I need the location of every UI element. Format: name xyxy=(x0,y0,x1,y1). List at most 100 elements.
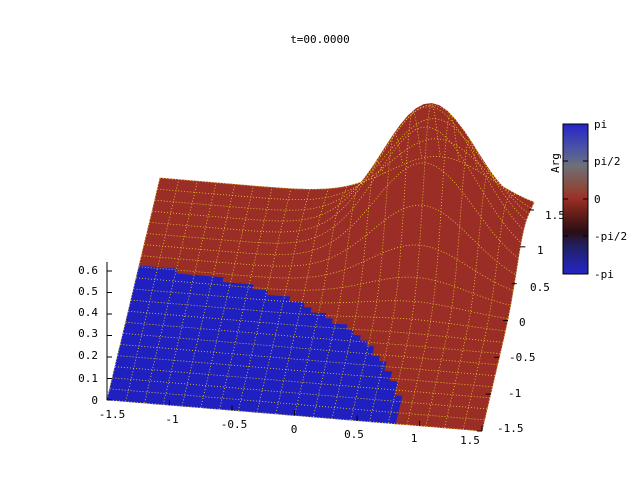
surface-cell xyxy=(399,281,410,293)
surface-cell xyxy=(383,281,394,293)
surface-cell xyxy=(263,270,274,277)
surface-cell xyxy=(380,307,391,316)
mesh-line xyxy=(312,180,366,418)
surface-cell xyxy=(288,197,299,203)
z-tick-label: 0.1 xyxy=(78,372,98,385)
colorbar-tick-label: pi/2 xyxy=(594,155,621,168)
x-tick-label: 0.5 xyxy=(344,428,364,441)
surface-cell xyxy=(287,201,298,207)
y-tick-label: 0 xyxy=(519,316,526,329)
surface-cell xyxy=(373,346,383,353)
x-tick-label: 1 xyxy=(411,432,418,445)
surface-cell xyxy=(329,328,340,335)
surface-cell xyxy=(401,256,412,271)
surface-cell xyxy=(362,319,373,327)
surface-cell xyxy=(273,261,284,268)
surface-cell xyxy=(395,315,405,323)
y-tick-label: -0.5 xyxy=(509,351,536,364)
surface-cell xyxy=(427,226,437,246)
surface-cell xyxy=(369,325,380,333)
surface-cell xyxy=(271,205,281,212)
surface-cell xyxy=(421,292,432,304)
x-tick-label: -1.5 xyxy=(99,408,126,421)
surface-cell xyxy=(282,256,292,263)
surface-cell xyxy=(262,275,272,282)
surface-cell xyxy=(399,333,410,340)
y-tick-label: 1.5 xyxy=(545,209,565,222)
surface-cell xyxy=(404,308,414,317)
surface-cell xyxy=(400,269,411,283)
surface-cell xyxy=(308,317,318,324)
y-tick-label: -1.5 xyxy=(497,422,524,435)
y-axis: -1.5 -1 -0.5 0 0.5 1 1.5 xyxy=(497,209,565,435)
surface-cell xyxy=(391,281,402,293)
surface-cell xyxy=(245,246,256,253)
surface-cell xyxy=(357,307,367,315)
surface-cell xyxy=(341,308,352,315)
surface-cell xyxy=(247,406,257,413)
mesh-line xyxy=(146,126,522,244)
surface-cell xyxy=(387,314,397,323)
surface-cell xyxy=(269,210,280,216)
x-tick-label: 1.5 xyxy=(460,434,480,447)
surface-cell xyxy=(422,282,433,295)
surface-cell xyxy=(315,279,326,287)
surface-cell xyxy=(418,241,428,259)
surface-cell xyxy=(417,256,427,272)
surface-cell xyxy=(339,318,350,326)
surface-cell xyxy=(276,281,287,288)
surface-cell xyxy=(413,190,424,210)
surface-cell xyxy=(265,196,276,202)
surface-cell xyxy=(331,318,342,325)
surface-cell xyxy=(355,319,365,327)
surface-cell xyxy=(304,297,315,304)
surface-cell xyxy=(309,312,319,319)
mesh-line xyxy=(154,118,530,215)
surface-cell xyxy=(396,348,407,355)
surface-cell xyxy=(384,332,394,339)
surface-cell xyxy=(279,271,289,278)
surface-cell xyxy=(404,208,415,228)
surface-cell xyxy=(288,301,298,308)
surface-cell xyxy=(255,237,266,244)
surface-cell xyxy=(424,270,434,285)
surface-cell xyxy=(429,294,440,305)
surface-cell xyxy=(387,418,398,425)
surface-cell xyxy=(270,276,280,282)
surface-cell xyxy=(436,304,446,314)
surface-cell xyxy=(401,322,412,330)
surface-cell xyxy=(417,140,427,158)
surface-cell xyxy=(298,188,309,194)
surface-layer xyxy=(106,102,535,432)
mesh-line xyxy=(369,110,423,422)
surface-cell xyxy=(272,266,282,273)
colorbar-tick-label: -pi xyxy=(594,268,614,281)
surface-cell xyxy=(450,423,460,430)
surface-cell xyxy=(276,247,287,253)
mesh-line xyxy=(462,193,516,430)
surface-cell xyxy=(366,300,376,309)
surface-cell xyxy=(278,409,289,416)
surface-cell xyxy=(314,285,325,293)
surface-cell xyxy=(419,225,430,244)
surface-cell xyxy=(184,401,195,408)
surface-cell xyxy=(289,296,299,303)
surface-cell xyxy=(425,257,435,274)
surface-cell xyxy=(299,286,309,293)
surface-cell xyxy=(289,192,300,199)
surface-cell xyxy=(411,309,422,318)
surface-cell xyxy=(312,297,323,304)
x-axis: -1.5 -1 -0.5 0 0.5 1 1.5 xyxy=(99,408,480,447)
surface-cell xyxy=(282,291,293,298)
surface-cell xyxy=(290,255,300,263)
surface-cell xyxy=(305,291,316,298)
surface-cell xyxy=(274,257,285,263)
surface-cell xyxy=(278,237,289,244)
surface-cell xyxy=(248,232,259,239)
surface-cell xyxy=(308,280,318,288)
surface-cell xyxy=(358,340,369,347)
surface-cell xyxy=(436,346,447,353)
surface-cell xyxy=(376,282,386,294)
z-tick-label: 0.3 xyxy=(78,327,98,340)
